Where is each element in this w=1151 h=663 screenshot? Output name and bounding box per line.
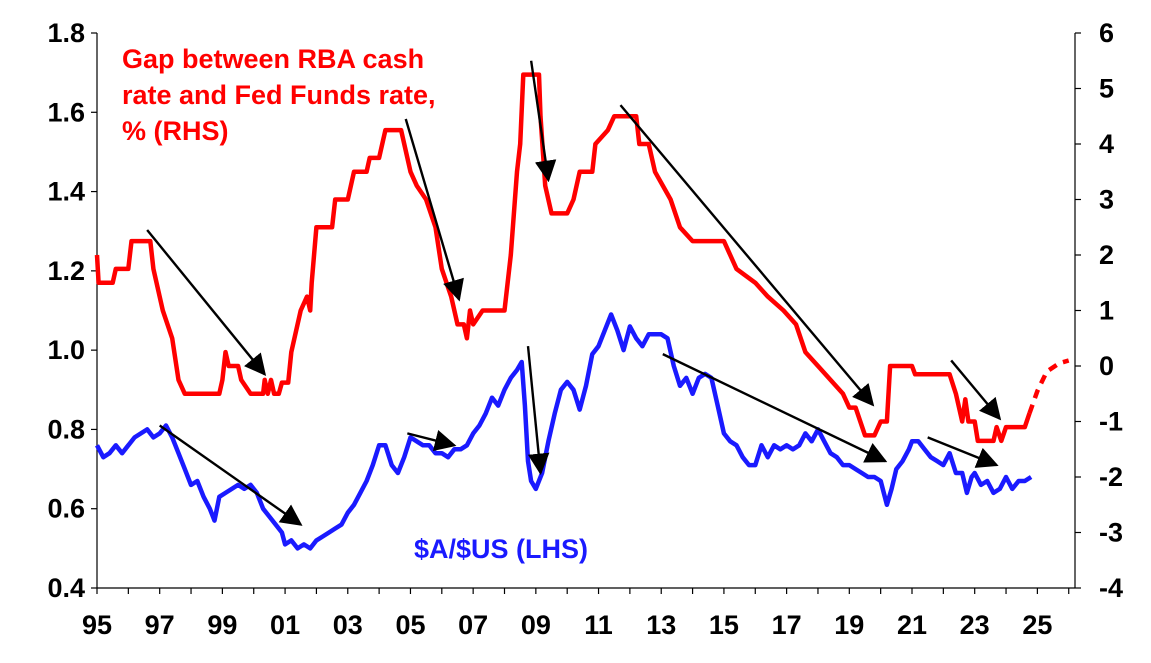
right-tick-label: -1 [1099, 407, 1123, 437]
x-tick-label: 23 [960, 610, 990, 640]
left-tick-label: 1.0 [47, 335, 85, 365]
rate-gap-trend-arrow [619, 104, 875, 407]
right-tick-label: 3 [1099, 185, 1114, 215]
rate-gap-annotation-line-1: Gap between RBA cash [122, 44, 424, 74]
x-tick-label: 21 [897, 610, 927, 640]
rate-gap-line [94, 72, 1032, 444]
x-tick-label: 09 [521, 610, 551, 640]
right-tick-label: 0 [1099, 351, 1114, 381]
aud-usd-line [95, 312, 1033, 551]
left-tick-label: 1.8 [47, 18, 85, 48]
right-tick-label: 2 [1099, 240, 1114, 270]
aud-trend-arrow [927, 436, 999, 468]
series-lines [94, 72, 1070, 551]
x-tick-label: 99 [207, 610, 237, 640]
x-tick-label: 03 [333, 610, 363, 640]
left-tick-label: 0.4 [47, 573, 85, 603]
trend-arrows [146, 60, 1002, 526]
aud-trend-arrow [526, 346, 550, 476]
tick-labels: 0.40.60.81.01.21.41.61.8-4-3-2-101234569… [47, 18, 1123, 640]
left-tick-label: 1.4 [47, 177, 85, 207]
aud-trend-arrow [407, 430, 457, 451]
rate-gap-annotation-line-2: rate and Fed Funds rate, [122, 80, 436, 110]
x-tick-label: 01 [270, 610, 300, 640]
left-tick-label: 0.6 [47, 494, 85, 524]
x-tick-label: 05 [395, 610, 425, 640]
x-tick-label: 97 [145, 610, 175, 640]
left-tick-label: 1.6 [47, 97, 85, 127]
rate-gap-trend-arrow [146, 229, 267, 376]
left-tick-label: 1.2 [47, 256, 85, 286]
aud-trend-arrow [159, 424, 303, 526]
left-tick-label: 0.8 [47, 414, 85, 444]
x-tick-label: 19 [834, 610, 864, 640]
right-tick-label: -2 [1099, 462, 1123, 492]
x-tick-label: 11 [584, 610, 613, 640]
right-tick-label: -4 [1099, 573, 1123, 603]
aud-annotation: $A/$US (LHS) [414, 534, 588, 564]
right-tick-label: 5 [1099, 74, 1114, 104]
right-tick-label: -3 [1099, 518, 1123, 548]
rate-gap-trend-arrow [529, 60, 557, 183]
rate-gap-annotation-line-3: % (RHS) [122, 116, 229, 146]
x-tick-label: 15 [709, 610, 739, 640]
right-tick-label: 6 [1099, 18, 1114, 48]
x-tick-label: 17 [772, 610, 802, 640]
aud-trend-arrow [662, 353, 888, 463]
x-tick-label: 25 [1022, 610, 1052, 640]
rate-gap-projection-line [1027, 358, 1070, 414]
rate-gap-trend-arrow [950, 359, 1002, 421]
axes [91, 32, 1081, 594]
right-tick-label: 1 [1099, 296, 1114, 326]
x-tick-label: 07 [458, 610, 488, 640]
rate-gap-trend-arrow [404, 118, 464, 302]
x-tick-label: 95 [82, 610, 112, 640]
x-tick-label: 13 [646, 610, 676, 640]
right-tick-label: 4 [1099, 129, 1114, 159]
